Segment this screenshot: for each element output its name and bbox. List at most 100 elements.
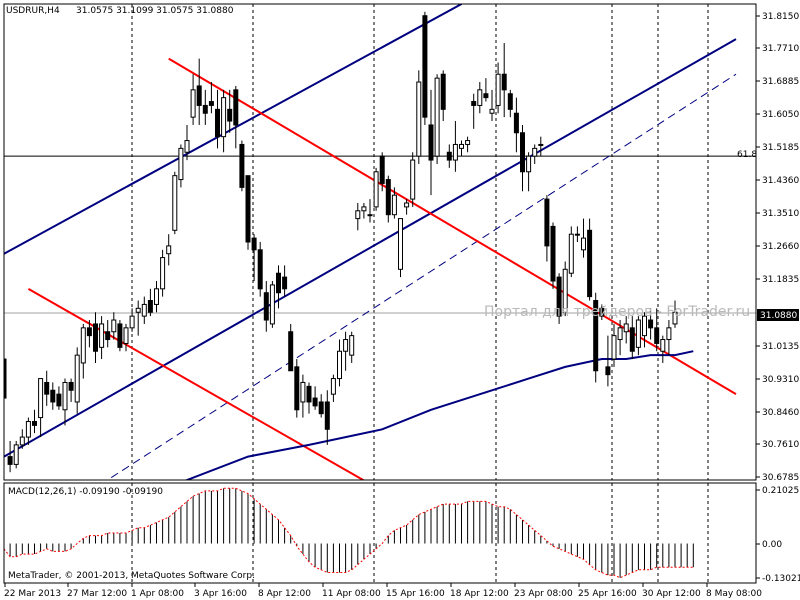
candle-bull (477, 89, 483, 106)
macd-tick-label: -0.13021 (762, 574, 800, 584)
candle-bear (276, 272, 281, 294)
macd-signal-line (3, 487, 694, 579)
candle-bull (154, 288, 159, 305)
candle-bear (440, 73, 446, 110)
price-tick-label: 30.6785 (762, 473, 799, 483)
candle-bear (257, 249, 263, 290)
candle-bear (44, 381, 50, 395)
candle-bull (99, 323, 105, 348)
candle-bull (611, 335, 617, 360)
candle-bull (459, 143, 464, 149)
price-tick-label: 31.3510 (762, 209, 799, 219)
fib-level-label: 61.8 (737, 150, 757, 160)
candle-bear (288, 331, 294, 372)
candle-bull (398, 218, 403, 270)
candle-bear (483, 93, 489, 99)
candle-bear (605, 366, 611, 376)
price-tick-label: 30.7610 (762, 440, 799, 450)
macd-label: MACD(12,26,1) -0.09190 -0.09190 (8, 487, 163, 497)
candle-bull (672, 311, 678, 325)
candle-bull (330, 378, 336, 395)
candle-bear (233, 89, 239, 126)
candle-bull (581, 237, 586, 251)
candle-bear (654, 327, 660, 344)
candle-bull (568, 233, 574, 274)
candle-bull (617, 327, 623, 341)
price-tick-label: 30.9310 (762, 375, 799, 385)
candle-bull (129, 315, 135, 329)
candle-bear (93, 323, 98, 352)
candle-bull (532, 147, 538, 157)
price-tick-label: 31.1835 (762, 275, 799, 285)
candle-bull (300, 381, 306, 403)
candle-bull (574, 233, 580, 236)
candle-bear (648, 319, 654, 329)
candle-bull (135, 307, 141, 313)
candle-bear (471, 101, 477, 106)
candle-bull (434, 77, 440, 157)
candle-bear (544, 198, 550, 247)
candle-bull (19, 436, 25, 446)
candle-bull (74, 354, 80, 403)
candle-bear (227, 108, 233, 122)
candle-bull (190, 89, 196, 118)
macd-tick-label: 0.21025 (762, 486, 799, 496)
candle-bear (520, 132, 525, 173)
candle-bull (178, 147, 184, 181)
candle-bull (269, 284, 275, 325)
candle-bull (404, 202, 410, 208)
candle-bull (62, 381, 68, 411)
time-tick-label: 23 Apr 08:00 (514, 589, 573, 599)
candle-bull (367, 214, 373, 217)
candle-bear (385, 179, 391, 216)
candle-bull (410, 159, 416, 200)
candle-bull (221, 97, 227, 138)
candle-bull (452, 143, 458, 161)
candle-bull (373, 171, 379, 208)
candle-bull (642, 315, 647, 337)
candle-bull (166, 245, 172, 255)
candle-bear (208, 101, 214, 106)
candle-bear (513, 112, 519, 134)
candle-bull (343, 339, 349, 352)
candle-bull (361, 206, 367, 212)
candle-bull (660, 339, 666, 352)
candle-bull (184, 140, 190, 153)
price-tick-label: 31.5185 (762, 143, 799, 153)
candle-bear (379, 155, 385, 184)
price-tick-label: 31.0135 (762, 342, 799, 352)
candle-bear (556, 276, 562, 317)
candle-bull (666, 327, 672, 341)
price-axis: 31.8150 31.7710 31.6885 31.6050 31.5185 31.43… (756, 12, 799, 483)
candle-bear (550, 225, 556, 282)
price-tick-label: 31.6885 (762, 77, 799, 87)
candle-bear (294, 366, 300, 411)
candle-bear (86, 327, 92, 337)
blue-channel-upper (4, 4, 462, 255)
red-lower (27, 287, 366, 480)
candle-bear (117, 323, 123, 348)
price-tick-label: 30.8460 (762, 408, 799, 418)
macd-panel-frame (3, 482, 757, 584)
candle-bull (123, 327, 129, 344)
candle-bull (111, 319, 117, 333)
candle-bear (202, 104, 208, 114)
candle-bear (105, 331, 111, 341)
candle-bear (324, 401, 330, 430)
price-tick-label: 31.8150 (762, 12, 799, 22)
candle-bull (349, 335, 355, 356)
candle-bear (56, 393, 62, 407)
candle-bear (507, 93, 513, 110)
candle-bull (635, 319, 641, 348)
candle-bull (337, 350, 342, 380)
current-price-tag: 31.0880 (760, 311, 797, 321)
copyright-footer: MetaTrader, © 2001-2013, MetaQuotes Soft… (8, 571, 255, 581)
candle-bear (312, 397, 318, 407)
price-tick-label: 31.6050 (762, 110, 799, 120)
candle-bull (538, 143, 544, 146)
candle-bear (7, 456, 13, 465)
time-tick-label: 18 Apr 12:00 (450, 589, 509, 599)
time-tick-label: 1 Apr 08:00 (131, 589, 184, 599)
red-upper (168, 57, 737, 396)
